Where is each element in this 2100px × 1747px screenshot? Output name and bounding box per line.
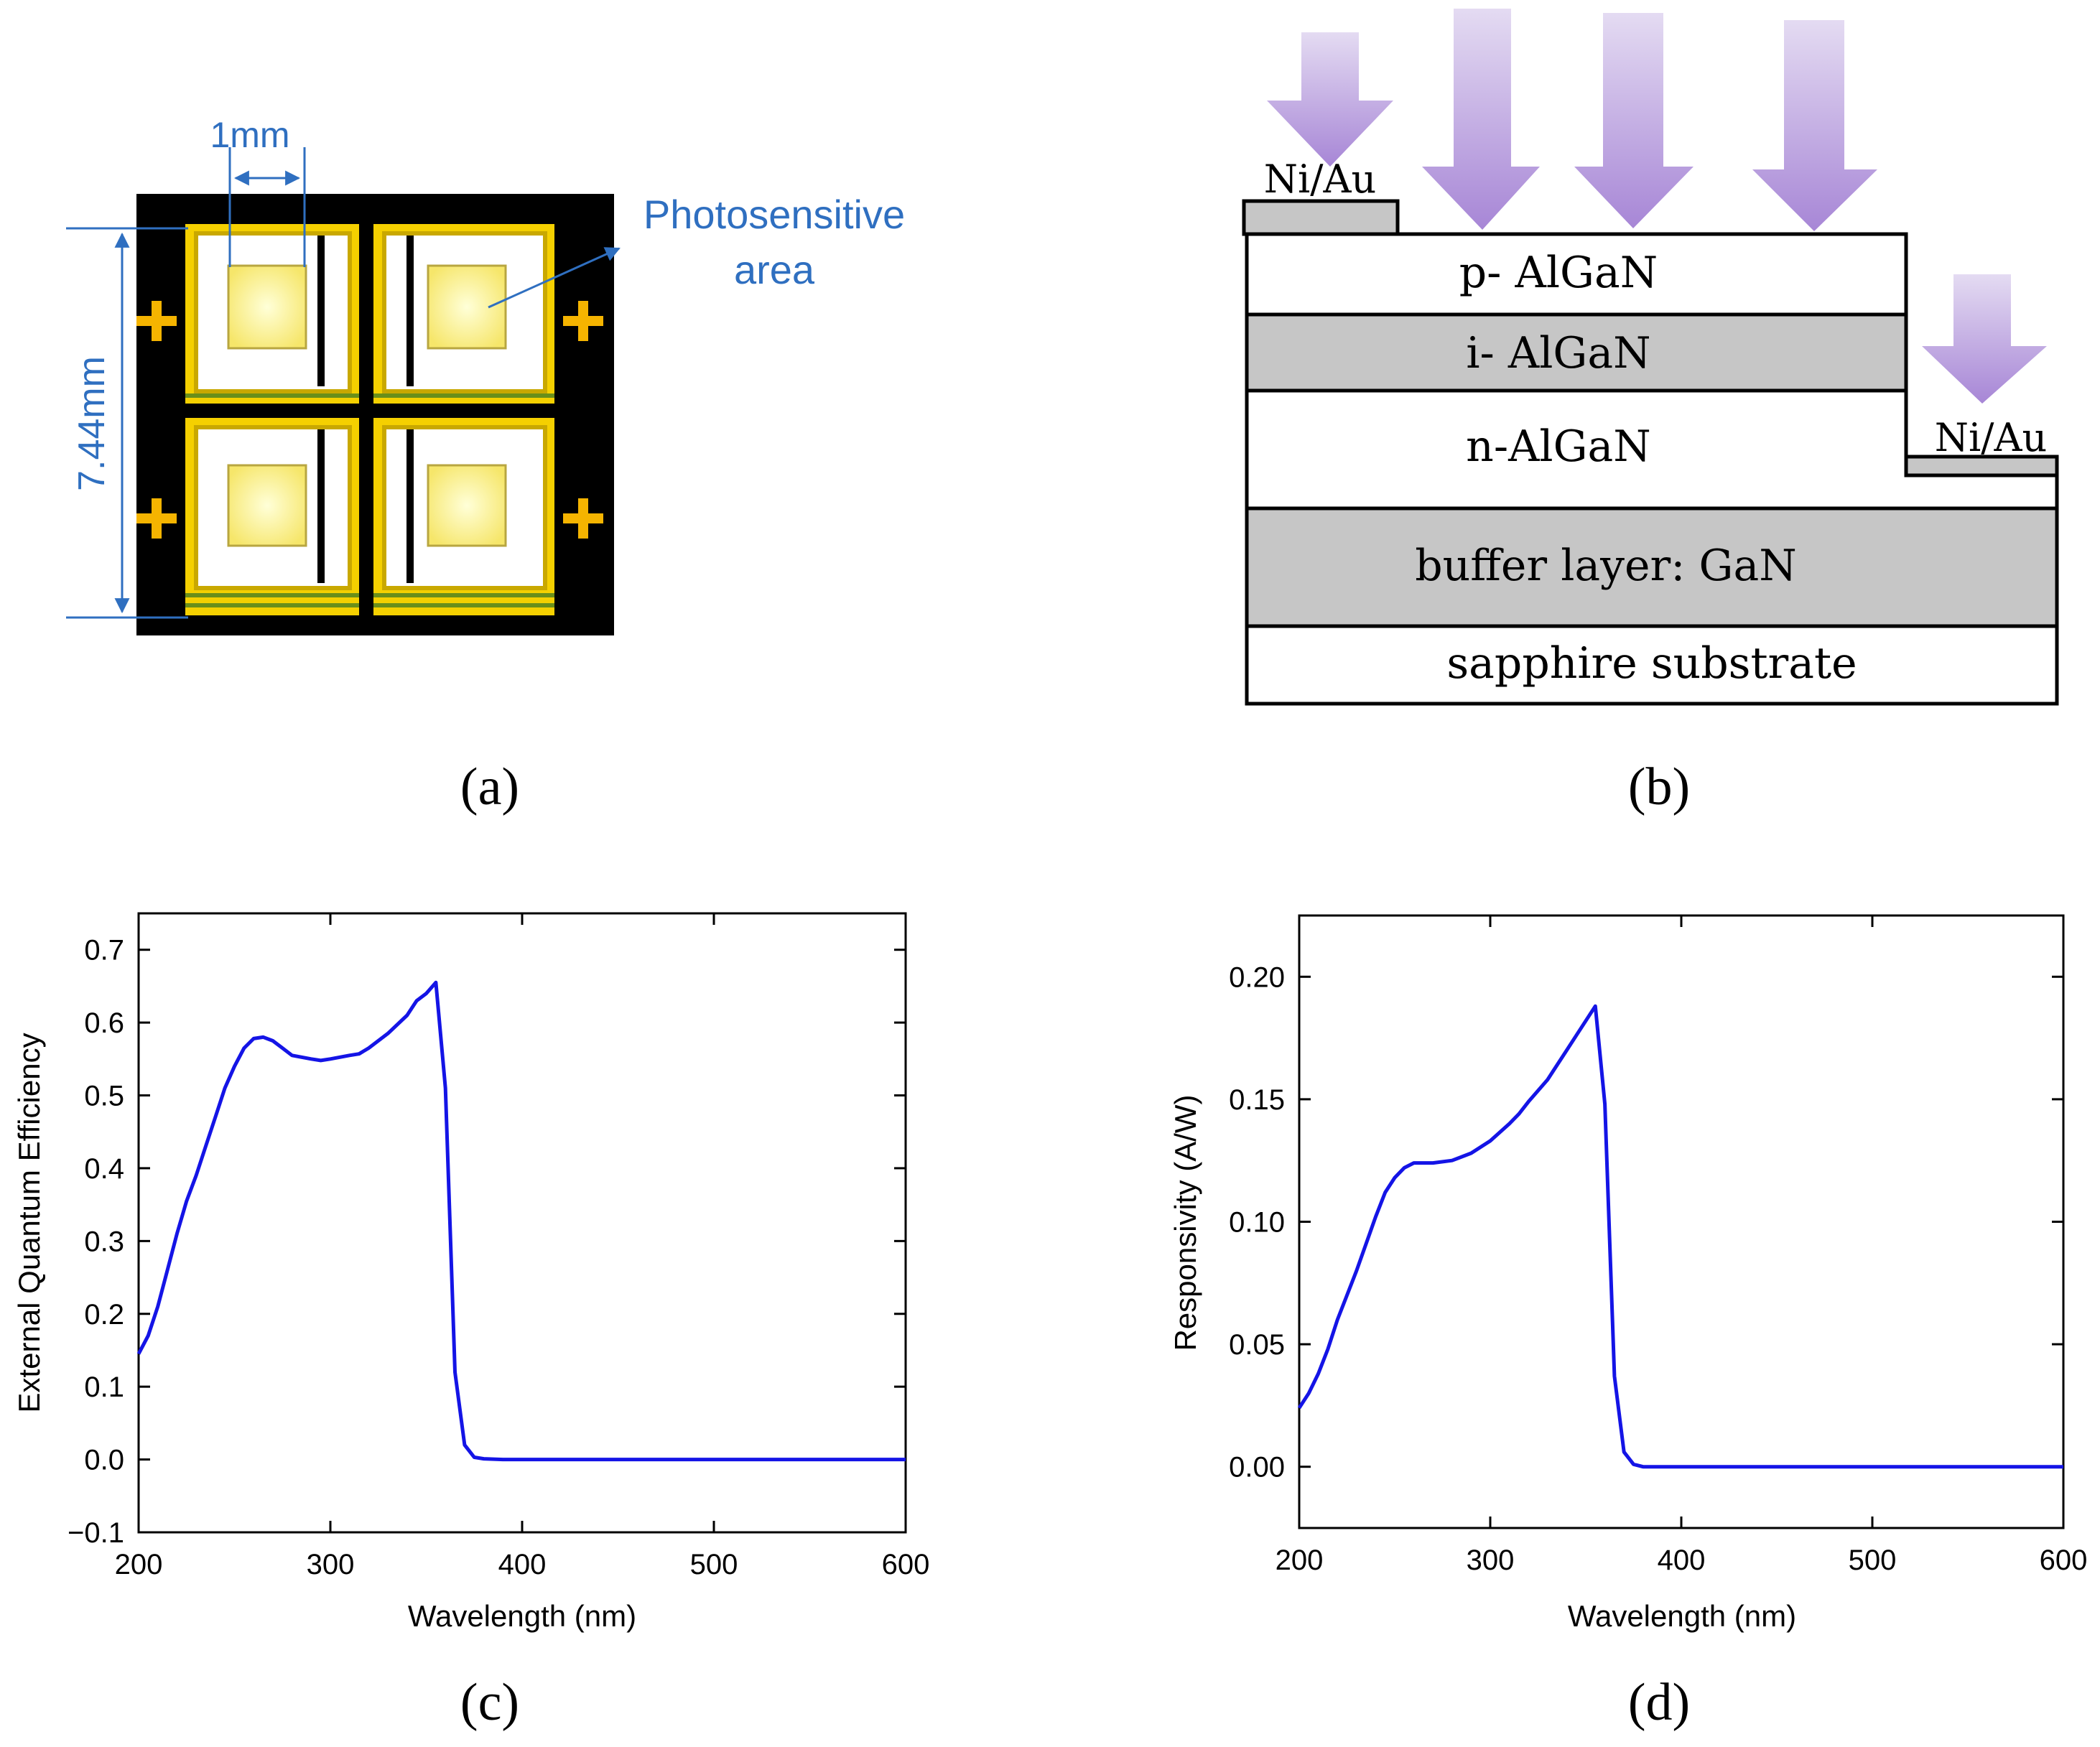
layer-buffer-gan xyxy=(1245,506,2059,628)
y-tick-label: −0.1 xyxy=(68,1517,124,1549)
layer-sapphire xyxy=(1245,624,2059,706)
axis-ticks: 200 300 400 500 600 −0.1 0.0 0.1 0.2 0.3 0.4 0.5 0.6… xyxy=(68,913,929,1580)
plot-frame xyxy=(137,912,907,1534)
y-tick-label: 0.0 xyxy=(84,1445,124,1476)
x-tick-label: 300 xyxy=(307,1549,355,1580)
y-axis-label: Responsivity (A/W) xyxy=(1169,1094,1202,1351)
dimension-7.44mm xyxy=(66,227,188,619)
x-tick-label: 400 xyxy=(498,1549,547,1580)
top-contact xyxy=(1242,199,1400,236)
uv-light-arrows xyxy=(1267,9,2047,404)
y-tick-label: 0.10 xyxy=(1229,1207,1285,1239)
y-tick-label: 0.5 xyxy=(84,1081,124,1112)
callout-line1: Photosensitive xyxy=(644,192,905,237)
y-tick-label: 0.15 xyxy=(1229,1084,1285,1116)
x-tick-label: 600 xyxy=(2040,1545,2088,1576)
x-tick-label: 400 xyxy=(1658,1545,1706,1576)
layer-label-i: i- AlGaN xyxy=(1466,328,1650,378)
uv-arrow-icon xyxy=(1922,274,2047,404)
photosensitive-window xyxy=(227,464,307,547)
x-tick-label: 200 xyxy=(1276,1545,1324,1576)
dimension-height-label: 7.44mm xyxy=(71,356,113,491)
chart-responsivity: 200 300 400 500 600 0.00 0.05 0.10 0.15 0.20 Wave… xyxy=(1169,914,2087,1732)
y-tick-label: 0.7 xyxy=(84,935,124,966)
chart-eqe: 200 300 400 500 600 −0.1 0.0 0.1 0.2 0.3 0.4 0.5 0.6… xyxy=(12,912,929,1732)
layer-label-buffer: buffer layer: GaN xyxy=(1415,541,1796,591)
uv-arrow-icon xyxy=(1574,13,1694,228)
pixel-top-right xyxy=(373,224,554,404)
bottom-contact xyxy=(1904,455,2059,477)
top-contact-label: Ni/Au xyxy=(1264,157,1377,202)
x-tick-label: 200 xyxy=(115,1549,163,1580)
bottom-contact-label: Ni/Au xyxy=(1935,415,2048,460)
pixel-top-left xyxy=(185,224,359,404)
photosensitive-window xyxy=(227,264,307,350)
x-tick-label: 600 xyxy=(882,1549,930,1580)
dimension-1mm xyxy=(228,147,306,267)
uv-arrow-icon xyxy=(1422,9,1540,230)
y-tick-label: 0.2 xyxy=(84,1299,124,1331)
panel-label-a: (a) xyxy=(460,758,519,816)
y-axis-label: External Quantum Efficiency xyxy=(12,1033,46,1412)
photosensitive-window xyxy=(427,264,507,350)
x-axis-label: Wavelength (nm) xyxy=(1568,1599,1796,1633)
axis-ticks: 200 300 400 500 600 0.00 0.05 0.10 0.15 0.20 xyxy=(1229,916,2087,1576)
plot-frame xyxy=(1298,914,2065,1529)
layer-i-algan xyxy=(1245,312,1908,393)
callout-arrow xyxy=(488,247,621,309)
x-tick-label: 500 xyxy=(690,1549,738,1580)
y-tick-label: 0.4 xyxy=(84,1153,124,1185)
x-tick-label: 300 xyxy=(1467,1545,1515,1576)
data-line-responsivity xyxy=(1297,1004,2063,1469)
y-tick-label: 0.20 xyxy=(1229,961,1285,993)
dimension-width-label: 1mm xyxy=(210,115,289,155)
layer-label-p: p- AlGaN xyxy=(1459,248,1658,298)
x-axis-label: Wavelength (nm) xyxy=(408,1599,636,1633)
data-line-eqe xyxy=(136,980,906,1462)
uv-arrow-icon xyxy=(1752,20,1877,231)
y-tick-label: 0.00 xyxy=(1229,1452,1285,1483)
panel-label-b: (b) xyxy=(1628,758,1690,816)
y-tick-label: 0.05 xyxy=(1229,1329,1285,1361)
y-tick-label: 0.6 xyxy=(84,1007,124,1039)
panel-label-d: (d) xyxy=(1628,1673,1690,1732)
pixel-bottom-left xyxy=(185,418,359,615)
layer-label-n: n-AlGaN xyxy=(1466,421,1651,472)
panel-b: Ni/Au p- AlGaN i- AlGaN n-AlGaN Ni/Au bu… xyxy=(1242,9,2059,816)
y-tick-label: 0.1 xyxy=(84,1371,124,1403)
panel-label-c: (c) xyxy=(460,1673,519,1732)
x-tick-label: 500 xyxy=(1849,1545,1897,1576)
alignment-marks xyxy=(136,301,603,539)
y-tick-label: 0.3 xyxy=(84,1226,124,1257)
callout-line2: area xyxy=(734,247,815,292)
panel-a: 1mm 7.44mm Photosensitive area (a) xyxy=(66,115,905,816)
uv-arrow-icon xyxy=(1267,32,1393,167)
photosensitive-window xyxy=(427,464,507,547)
pixel-bottom-right xyxy=(373,418,554,615)
layer-p-algan xyxy=(1245,232,1908,317)
layer-label-sapphire: sapphire substrate xyxy=(1446,638,1857,689)
